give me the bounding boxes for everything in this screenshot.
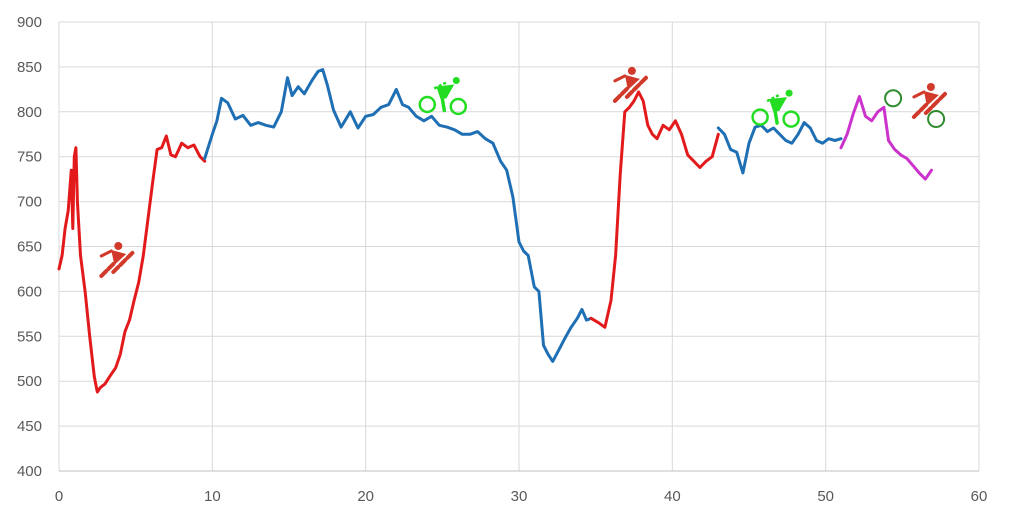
tick-layer: 400 450 500 550 600 650 700 750 800 850 900 0 10 20 30… (17, 14, 987, 505)
x-tick-label: 0 (55, 488, 63, 505)
bike-wheel (449, 97, 468, 116)
y-tick-label: 850 (17, 59, 42, 76)
x-tick-label: 60 (971, 488, 988, 505)
y-tick-label: 550 (17, 328, 42, 345)
series-line (57, 134, 207, 394)
runner-leg (111, 250, 136, 274)
grid-layer (58, 21, 980, 472)
series-line (203, 68, 593, 363)
x-tick-label: 40 (664, 488, 681, 505)
transition-circle (884, 89, 903, 108)
runner-arm (99, 249, 113, 258)
cyclist-icon (751, 89, 800, 128)
y-tick-label: 800 (17, 104, 42, 121)
y-tick-label: 600 (17, 283, 42, 300)
cyclist-body (436, 84, 455, 99)
x-tick-label: 10 (204, 488, 221, 505)
runner-leg (911, 101, 930, 119)
runner-body (111, 250, 127, 265)
runner-body (923, 91, 939, 106)
bike-wheel (751, 108, 769, 126)
runner-head (627, 66, 636, 75)
runner-head (114, 242, 123, 250)
runner-icon (99, 242, 136, 278)
cyclist-motion (766, 93, 780, 103)
transition-circle-icon (884, 89, 903, 108)
runner-body (624, 74, 640, 90)
runner-icon (612, 66, 649, 103)
y-tick-label: 700 (17, 194, 42, 211)
cyclist-motion (433, 81, 447, 90)
series-line (589, 90, 720, 329)
y-tick-label: 450 (17, 418, 42, 435)
y-tick-label: 500 (17, 373, 42, 390)
x-tick-label: 30 (511, 488, 528, 505)
y-tick-label: 400 (17, 463, 42, 480)
cyclist-icon (418, 77, 468, 116)
cyclist-leg (773, 109, 779, 125)
y-tick-label: 900 (17, 14, 42, 31)
y-tick-label: 650 (17, 239, 42, 256)
cyclist-head (785, 89, 793, 97)
marker-layer (99, 66, 948, 278)
runner-arm (613, 74, 627, 83)
series-line (716, 121, 843, 175)
runner-leg (624, 74, 649, 99)
bike-wheel (782, 110, 800, 128)
runner-arm (912, 90, 926, 99)
cyclist-head (452, 77, 460, 84)
series-layer (57, 68, 933, 394)
transition-circle (927, 110, 946, 128)
runner-icon (911, 83, 948, 119)
x-tick-label: 20 (357, 488, 374, 505)
transition-circle-icon (927, 110, 946, 128)
runner-leg (99, 260, 118, 278)
y-tick-label: 750 (17, 149, 42, 166)
runner-head (926, 83, 935, 91)
bike-wheel (418, 95, 437, 114)
cyclist-leg (440, 96, 447, 113)
runner-leg (612, 84, 631, 103)
x-tick-label: 50 (817, 488, 834, 505)
series-line (839, 95, 933, 181)
runner-leg (923, 91, 948, 115)
cyclist-body (769, 97, 788, 112)
